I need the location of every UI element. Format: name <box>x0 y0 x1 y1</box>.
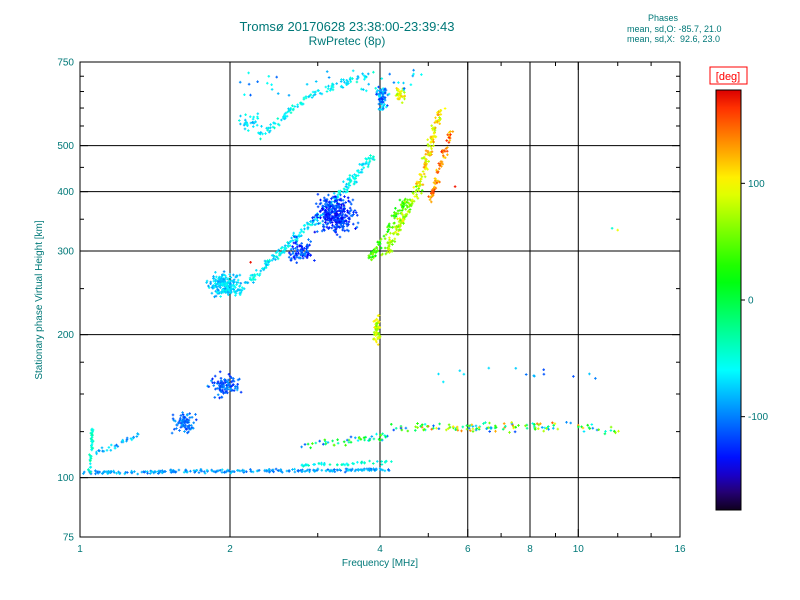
colorbar-tick-label: 100 <box>748 179 765 190</box>
axes: 1 2 4 6 8 10 16 75 100 200 300 400 500 750 <box>57 58 686 556</box>
colorbar-tick-label: -100 <box>748 412 768 423</box>
colorbar: 100 0 -100 <box>715 89 768 511</box>
x-tick-label: 2 <box>227 544 233 555</box>
y-tick-label: 750 <box>57 58 74 69</box>
y-axis-label: Stationary phase Virtual Height [km] <box>34 220 45 380</box>
colorbar-tick-label: 0 <box>748 296 754 307</box>
y-tick-label: 100 <box>57 473 74 484</box>
x-axis-label: Frequency [MHz] <box>342 558 418 569</box>
y-tick-label: 400 <box>57 187 74 198</box>
x-tick-label: 16 <box>674 544 686 555</box>
phases-annotation-title: Phases <box>648 13 679 23</box>
phases-mean-x: mean, sd,X: 92.6, 23.0 <box>627 34 720 44</box>
y-tick-label: 200 <box>57 330 74 341</box>
deg-label-box <box>709 66 748 85</box>
x-tick-label: 6 <box>465 544 471 555</box>
plot-title: Tromsø 20170628 23:38:00-23:39:43 <box>240 19 455 34</box>
plot-subtitle: RwPretec (8p) <box>309 34 386 48</box>
gridlines <box>80 62 680 537</box>
x-tick-label: 8 <box>527 544 533 555</box>
scatter-points <box>82 68 620 476</box>
x-tick-label: 1 <box>77 544 83 555</box>
x-tick-label: 4 <box>377 544 383 555</box>
y-tick-label: 75 <box>63 533 75 544</box>
y-tick-label: 300 <box>57 247 74 258</box>
y-tick-label: 500 <box>57 141 74 152</box>
phases-mean-o: mean, sd,O: -85.7, 21.0 <box>627 24 722 34</box>
x-tick-label: 10 <box>573 544 585 555</box>
colorbar-unit-label: [deg] <box>716 71 740 83</box>
